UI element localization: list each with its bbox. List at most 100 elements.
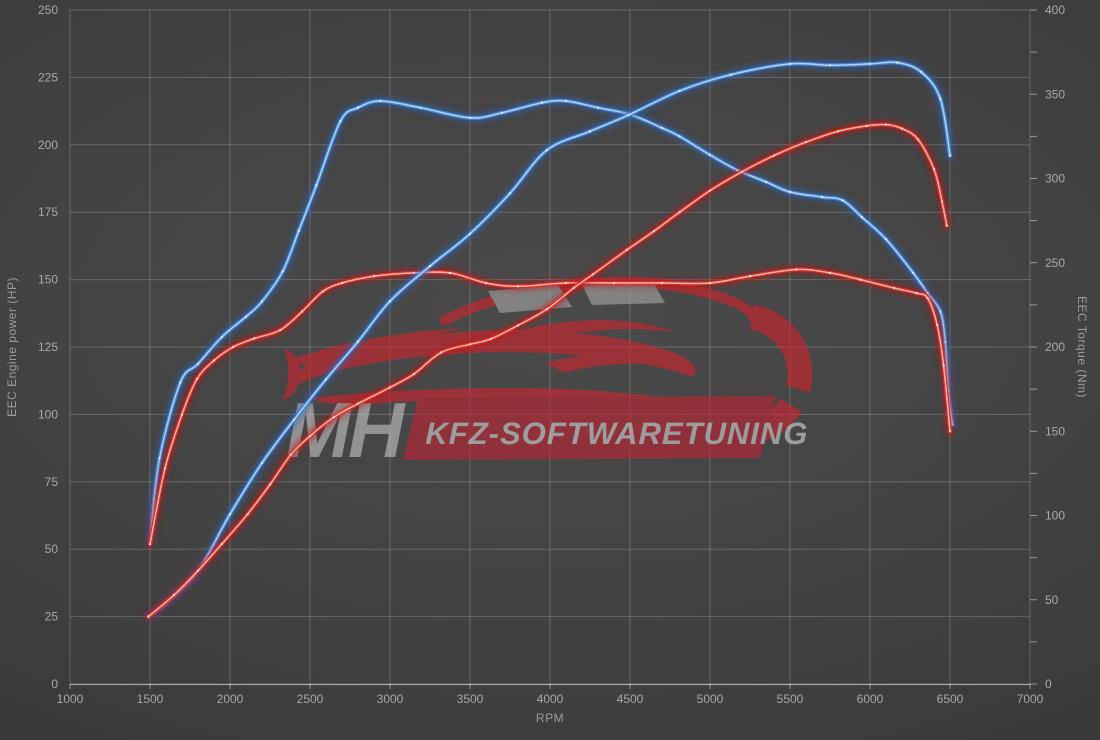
- curve-point-marker: [281, 270, 284, 273]
- curve-point-marker: [596, 106, 600, 109]
- logo-banner: [403, 396, 775, 460]
- curve-point-marker: [508, 192, 512, 195]
- y-left-axis-title: EEC Engine power (HP): [5, 277, 19, 417]
- y-right-axis-title: EEC Torque (Nm): [1075, 296, 1089, 398]
- curve-point-marker: [220, 335, 224, 339]
- curve-point-marker: [564, 281, 568, 285]
- curve-point-marker: [859, 278, 862, 281]
- y-right-tick-label: 200: [1045, 340, 1065, 354]
- curve-point-marker: [516, 285, 520, 288]
- x-tick-label: 5000: [697, 692, 724, 706]
- curve-point-marker: [841, 199, 844, 202]
- curve-point-marker: [196, 569, 200, 572]
- curve-point-marker: [260, 461, 264, 465]
- curve-point-marker: [332, 415, 336, 419]
- y-left-tick-label: 75: [45, 475, 59, 489]
- curve-point-marker: [321, 290, 324, 293]
- curve-point-marker: [942, 364, 945, 367]
- y-left-tick-label: 225: [38, 70, 58, 84]
- curve-point-marker: [828, 271, 832, 275]
- curve-point-marker: [500, 111, 504, 115]
- curve-core: [149, 268, 951, 545]
- y-right-tick-label: 50: [1045, 593, 1059, 607]
- curve-point-marker: [379, 99, 382, 103]
- curve-point-marker: [865, 124, 868, 128]
- curve-point-marker: [884, 123, 888, 126]
- curve-point-marker: [212, 359, 216, 362]
- curve-point-marker: [764, 180, 768, 184]
- curve-point-marker: [660, 126, 664, 130]
- curve-core: [147, 61, 951, 618]
- curve-point-marker: [545, 308, 548, 311]
- curve-point-marker: [939, 97, 942, 101]
- curve-torque-curve-red: [145, 264, 955, 549]
- curve-point-marker: [592, 273, 595, 276]
- curve-point-marker: [772, 154, 776, 157]
- curve-point-marker: [678, 211, 681, 214]
- curve-point-marker: [297, 229, 300, 232]
- y-left-tick-label: 250: [38, 3, 58, 17]
- curve-point-marker: [220, 542, 224, 545]
- curve-point-marker: [260, 300, 264, 303]
- curve-point-marker: [468, 116, 472, 120]
- curve-core: [149, 99, 954, 542]
- curve-point-marker: [388, 300, 392, 303]
- curve-point-marker: [372, 275, 376, 278]
- curve-point-marker: [920, 70, 923, 74]
- curve-point-marker: [278, 328, 282, 332]
- x-tick-label: 5500: [777, 692, 804, 706]
- curve-point-marker: [147, 615, 150, 618]
- curve-point-marker: [652, 229, 656, 233]
- curve-point-marker: [892, 286, 896, 290]
- curve-point-marker: [627, 113, 630, 117]
- curve-point-marker: [660, 281, 664, 285]
- curve-point-marker: [244, 315, 248, 318]
- curve-point-marker: [945, 224, 948, 227]
- curve-point-marker: [836, 130, 840, 133]
- y-left-tick-label: 50: [45, 542, 59, 556]
- x-tick-label: 7000: [1017, 692, 1044, 706]
- logo-banner-text: KFZ-SOFTWARETUNING: [425, 416, 809, 451]
- curve-point-marker: [788, 190, 792, 194]
- curve-point-marker: [708, 189, 712, 192]
- y-left-tick-label: 175: [38, 205, 58, 219]
- curve-point-marker: [884, 238, 888, 241]
- curve-point-marker: [860, 216, 864, 219]
- x-tick-label: 1000: [57, 692, 84, 706]
- curve-point-marker: [428, 264, 432, 268]
- curve-point-marker: [788, 62, 792, 66]
- y-left-tick-label: 150: [38, 273, 58, 287]
- curve-point-marker: [246, 513, 249, 516]
- y-right-tick-label: 100: [1045, 509, 1065, 523]
- curve-point-marker: [448, 271, 452, 275]
- curve-point-marker: [148, 542, 152, 546]
- curve-point-marker: [516, 324, 520, 327]
- curve-power-curve-blue: [143, 57, 955, 622]
- curve-point-marker: [912, 271, 915, 275]
- curve-point-marker: [324, 378, 328, 381]
- curve-point-marker: [740, 170, 744, 173]
- curve-point-marker: [356, 402, 360, 405]
- curve-point-marker: [572, 286, 576, 289]
- curve-torque-curve-blue: [145, 96, 957, 546]
- x-tick-label: 3500: [457, 692, 484, 706]
- curve-point-marker: [163, 467, 167, 470]
- y-right-tick-label: 0: [1045, 677, 1052, 691]
- curve-point-marker: [915, 291, 918, 295]
- curve-glow: [145, 96, 957, 546]
- curve-point-marker: [440, 351, 443, 354]
- x-tick-label: 1500: [137, 692, 164, 706]
- curve-point-marker: [868, 62, 872, 66]
- curve-point-marker: [795, 268, 798, 271]
- curve-point-marker: [180, 413, 184, 416]
- x-tick-label: 6500: [937, 692, 964, 706]
- y-right-tick-label: 300: [1045, 172, 1065, 186]
- curve-point-marker: [932, 167, 936, 171]
- curve-point-marker: [545, 149, 548, 152]
- car-side-window: [582, 282, 665, 305]
- axes: [69, 9, 1037, 689]
- curve-point-marker: [289, 453, 292, 456]
- x-tick-label: 6000: [857, 692, 884, 706]
- curve-point-marker: [232, 345, 235, 349]
